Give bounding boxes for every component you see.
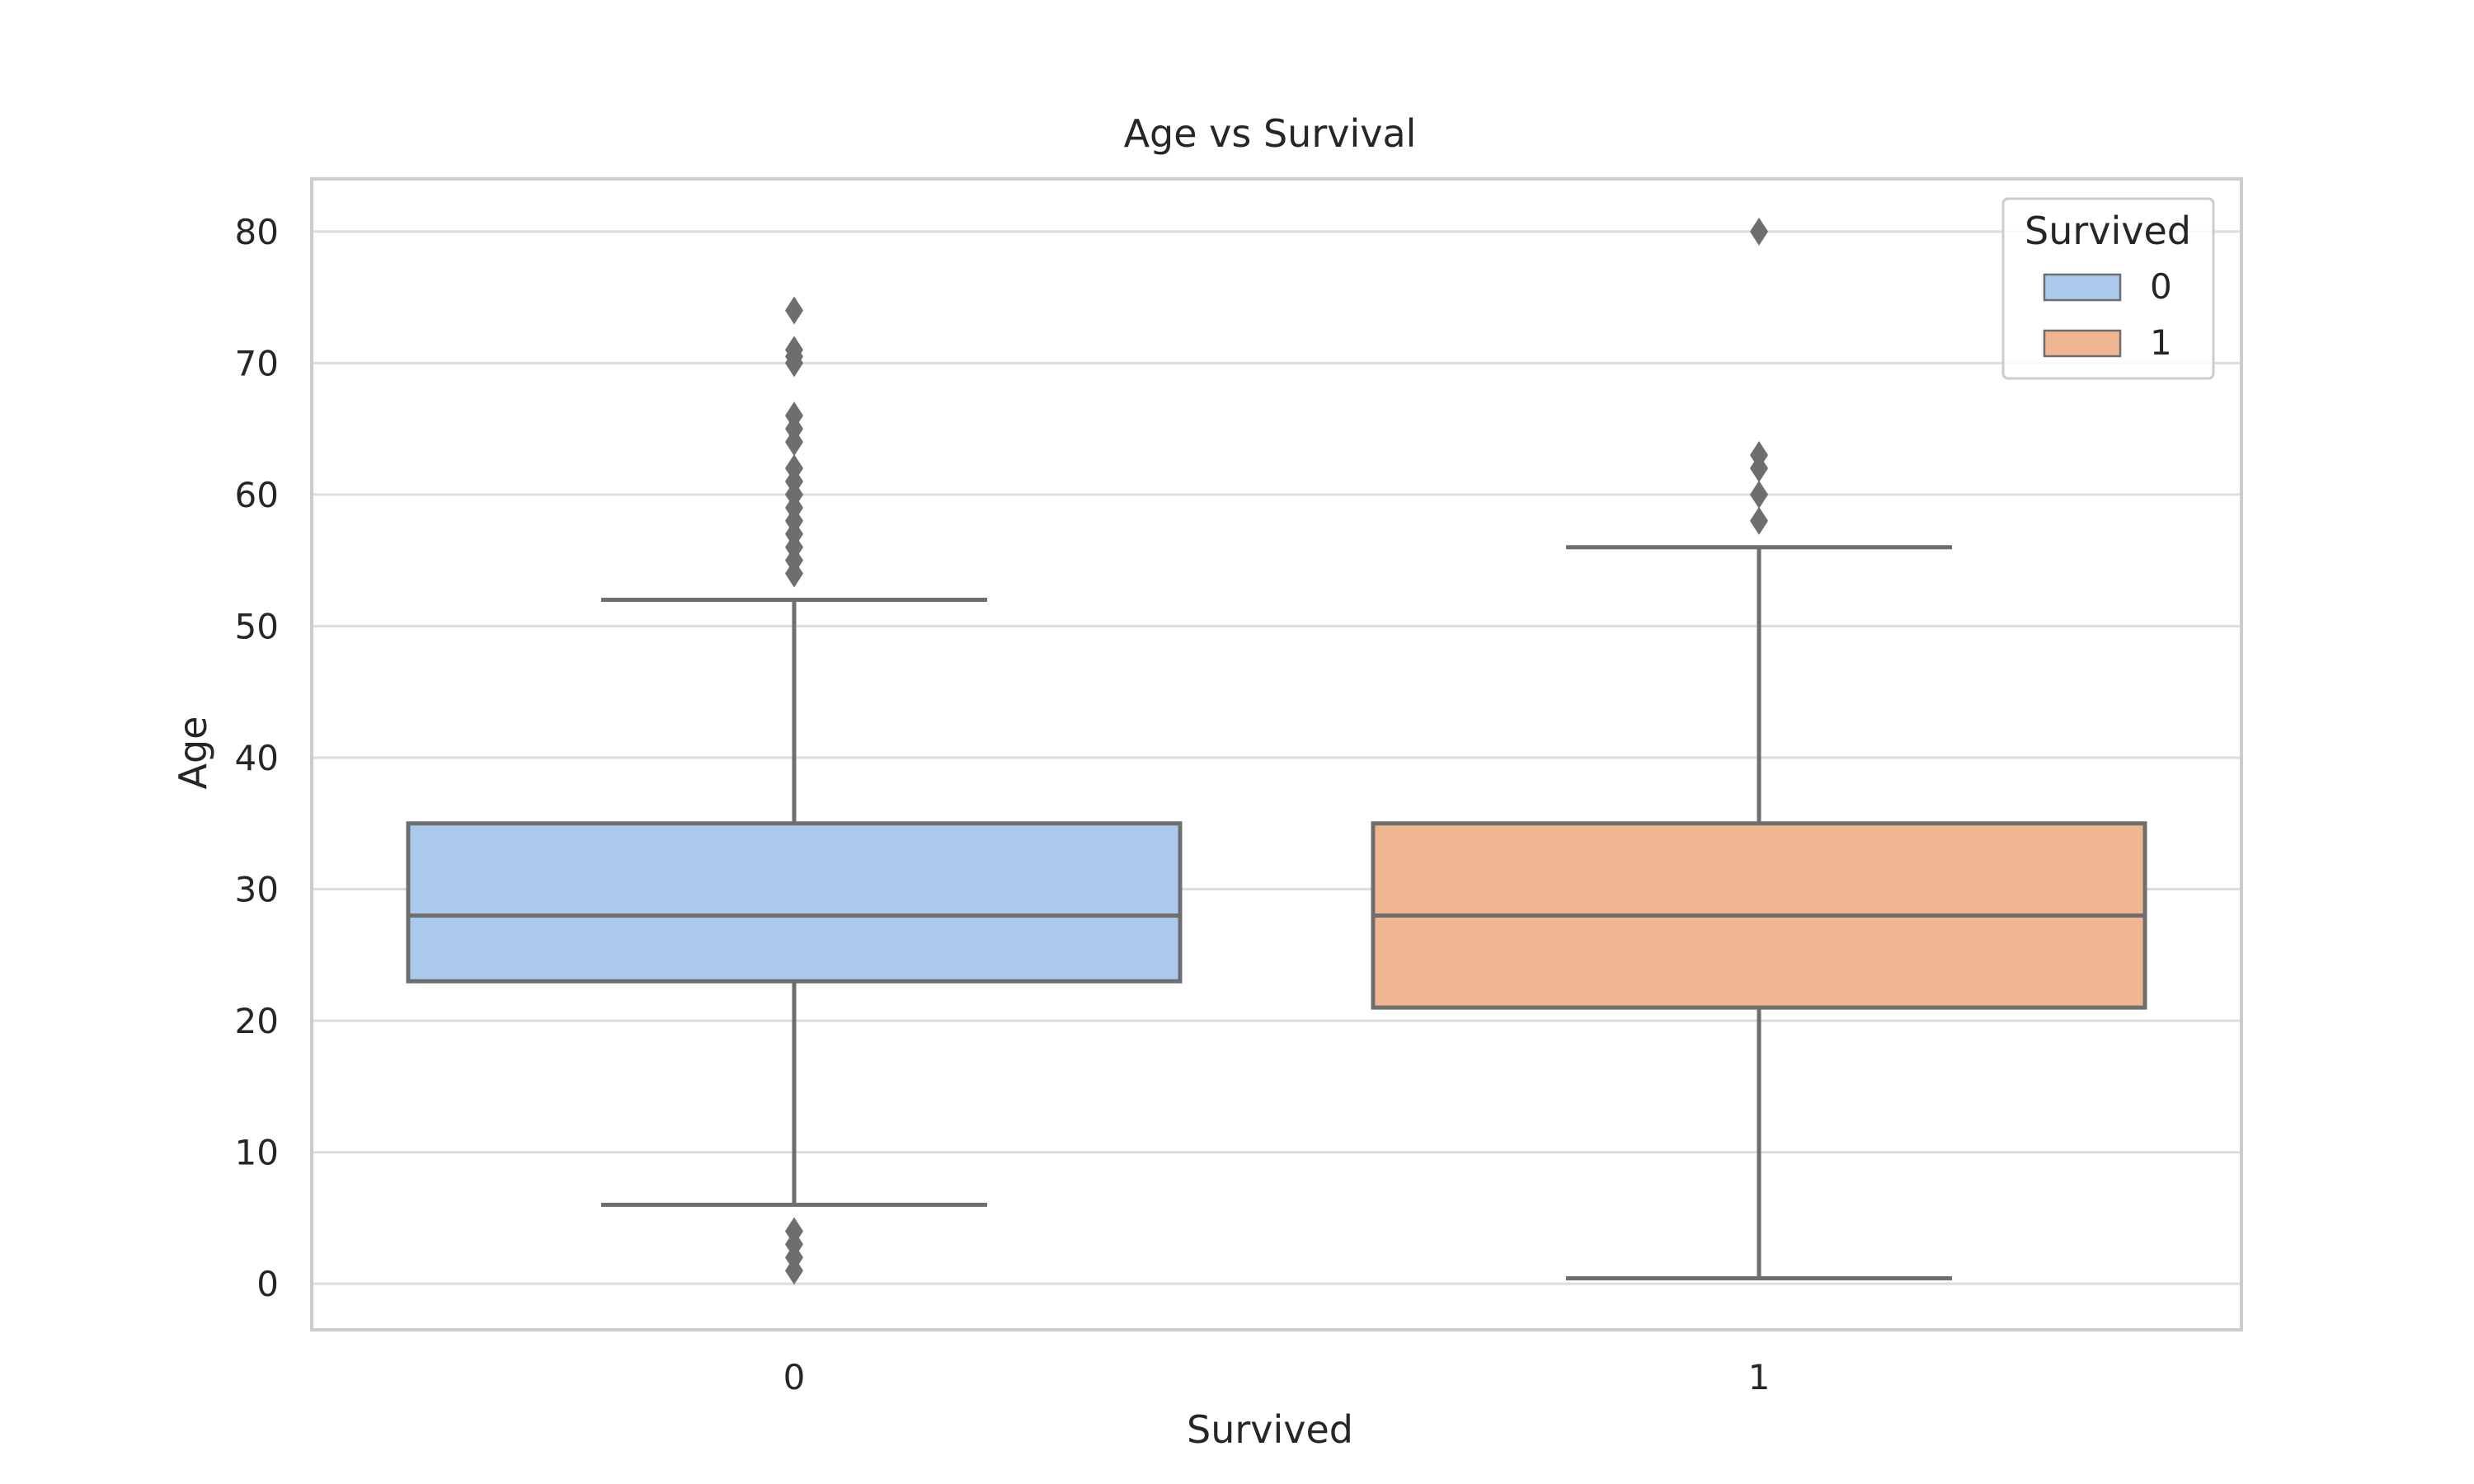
outlier-point (785, 453, 803, 482)
outlier-point (785, 402, 803, 430)
y-tick-label: 10 (235, 1133, 279, 1173)
outlier-point (785, 296, 803, 325)
y-tick-label: 20 (235, 1001, 279, 1041)
outlier-point (1750, 506, 1768, 535)
y-axis-label: Age (171, 716, 215, 790)
y-tick-label: 80 (235, 212, 279, 252)
outlier-point (1750, 217, 1768, 246)
y-tick-label: 30 (235, 870, 279, 910)
x-tick-label: 0 (783, 1357, 806, 1397)
x-tick-label: 1 (1748, 1357, 1771, 1397)
outlier-point (785, 336, 803, 364)
legend: Survived 0 1 (2001, 197, 2215, 380)
chart-title: Age vs Survival (1124, 111, 1417, 156)
box-group-1 (1371, 217, 2147, 1280)
outlier-point (785, 1217, 803, 1246)
plot-frame (310, 177, 2243, 1331)
y-tick-label: 50 (235, 606, 279, 646)
box-layer (406, 217, 2147, 1285)
box-group-0 (406, 296, 1183, 1285)
outlier-point (1750, 441, 1768, 470)
y-tick-label: 40 (235, 738, 279, 778)
legend-label-0: 0 (2150, 266, 2172, 307)
x-axis-label: Survived (1187, 1407, 1353, 1452)
y-tick-label: 60 (235, 475, 279, 515)
legend-swatch-1 (2043, 329, 2122, 358)
y-tick-label: 70 (235, 343, 279, 383)
outlier-point (1750, 480, 1768, 509)
tick-layer: 0 10 20 30 40 50 60 70 80 0 1 (235, 212, 1771, 1397)
legend-title: Survived (2025, 209, 2191, 253)
y-tick-label: 0 (256, 1264, 279, 1304)
legend-label-1: 1 (2150, 322, 2172, 363)
box-iqr (406, 821, 1183, 984)
legend-swatch-0 (2043, 273, 2122, 302)
